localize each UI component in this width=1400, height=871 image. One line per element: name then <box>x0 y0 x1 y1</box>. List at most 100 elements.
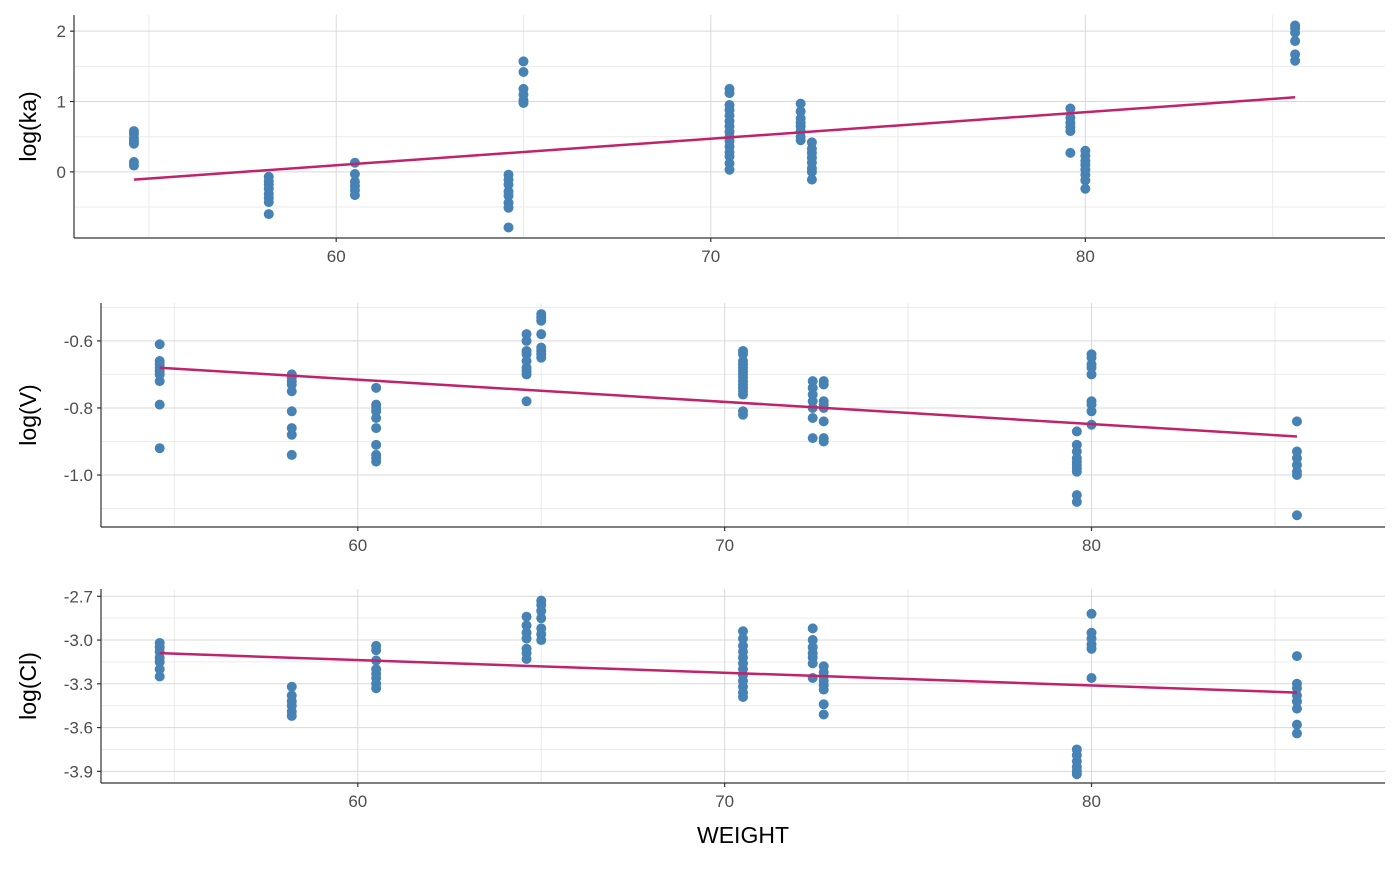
data-point <box>286 386 297 397</box>
data-point <box>1291 416 1302 427</box>
data-point <box>1080 183 1091 194</box>
data-point <box>818 699 829 710</box>
data-point <box>286 681 297 692</box>
data-point <box>128 138 139 149</box>
data-point <box>371 439 382 450</box>
data-point <box>1065 147 1076 158</box>
x-tick-label: 80 <box>1076 247 1095 266</box>
data-point <box>1086 406 1097 417</box>
y-tick-label: -0.6 <box>64 332 93 351</box>
data-point <box>154 339 165 350</box>
data-point <box>807 413 818 424</box>
data-point <box>738 633 748 644</box>
data-point <box>1071 496 1082 507</box>
data-point <box>1291 719 1302 730</box>
y-tick-label: 1 <box>57 93 66 112</box>
data-point <box>286 710 297 721</box>
data-point <box>349 168 360 179</box>
data-point <box>795 135 806 146</box>
y-tick-label: -1.0 <box>64 466 93 485</box>
y-axis-title: log(Cl) <box>15 652 41 720</box>
y-tick-label: -0.8 <box>64 399 93 418</box>
data-point <box>263 197 274 208</box>
data-point <box>738 409 748 420</box>
data-point <box>807 658 818 669</box>
data-point <box>521 654 532 665</box>
data-point <box>1291 651 1302 662</box>
data-point <box>286 429 297 440</box>
y-tick-label: 2 <box>57 22 66 41</box>
data-point <box>518 97 529 108</box>
data-point <box>1086 643 1097 654</box>
data-point <box>521 633 532 644</box>
y-tick-label: 0 <box>57 163 66 182</box>
data-point <box>806 166 817 177</box>
data-point <box>154 443 165 454</box>
data-point <box>521 369 532 380</box>
data-point <box>1291 696 1302 707</box>
data-point <box>536 613 547 624</box>
y-tick-label: -3.9 <box>64 762 93 781</box>
data-point <box>818 379 829 390</box>
data-point <box>154 671 165 682</box>
data-point <box>1065 103 1076 114</box>
panel-2: -0.6 -0.8 -1.0 60 70 80 log(V) <box>15 303 1385 555</box>
x-tick-label: 70 <box>715 536 734 555</box>
data-point <box>724 88 735 99</box>
x-tick-label: 70 <box>701 247 720 266</box>
data-point <box>518 66 529 77</box>
data-point <box>154 656 165 667</box>
x-tick-label: 70 <box>715 792 734 811</box>
data-point <box>1086 608 1097 619</box>
regression-line <box>133 96 1296 181</box>
data-point <box>536 315 547 326</box>
data-point <box>738 389 748 400</box>
data-point <box>1080 175 1091 186</box>
data-point <box>521 611 532 622</box>
panel-1: 2 1 0 60 70 80 log(ka) <box>15 15 1385 266</box>
x-axis-title: WEIGHT <box>697 822 789 848</box>
x-tick-label: 60 <box>348 536 367 555</box>
data-point <box>1290 27 1301 38</box>
data-point <box>371 456 382 467</box>
data-point <box>154 399 165 410</box>
data-point <box>738 626 748 637</box>
data-point <box>807 623 818 634</box>
x-tick-label: 80 <box>1082 536 1101 555</box>
data-point <box>371 423 382 434</box>
data-point <box>263 209 274 220</box>
data-point <box>818 684 829 695</box>
data-point <box>1086 672 1097 683</box>
y-tick-label: -3.6 <box>64 719 93 738</box>
data-point <box>286 406 297 417</box>
data-point <box>724 151 735 162</box>
data-point <box>521 396 532 407</box>
data-point <box>1065 126 1076 137</box>
data-point <box>521 620 532 631</box>
data-point <box>371 382 382 393</box>
data-point <box>1071 426 1082 437</box>
data-point <box>349 190 360 201</box>
data-point <box>738 691 748 702</box>
y-tick-label: -2.7 <box>64 587 93 606</box>
data-point <box>724 164 735 175</box>
data-point <box>503 222 514 233</box>
data-point <box>503 179 514 190</box>
data-point <box>536 329 547 340</box>
data-point <box>536 635 547 646</box>
y-axis-title: log(ka) <box>15 91 41 161</box>
data-point <box>795 98 806 109</box>
data-point <box>1291 728 1302 739</box>
data-point <box>795 106 806 117</box>
y-tick-label: -3.3 <box>64 675 93 694</box>
data-point <box>536 605 547 616</box>
data-point <box>154 376 165 387</box>
data-point <box>1290 36 1301 47</box>
data-point <box>1071 769 1082 780</box>
y-axis-title: log(V) <box>15 384 41 445</box>
data-point <box>1291 510 1302 521</box>
data-point <box>1086 369 1097 380</box>
regression-line <box>159 651 1297 694</box>
data-point <box>371 683 382 694</box>
